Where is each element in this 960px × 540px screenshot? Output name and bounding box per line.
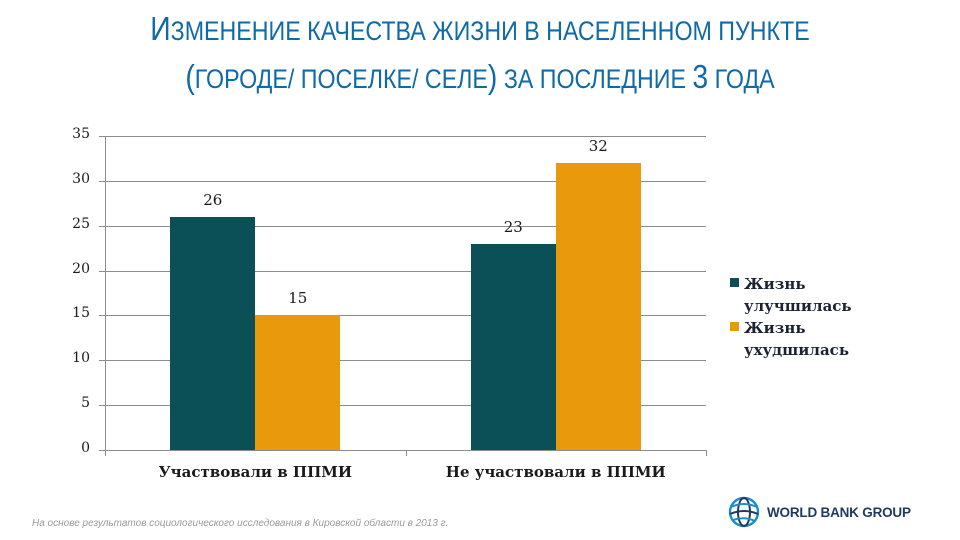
- y-tick-label: 30: [72, 170, 90, 187]
- y-tick-mark: [99, 315, 105, 317]
- data-label: 32: [588, 136, 608, 155]
- y-tick-label: 0: [81, 440, 90, 456]
- x-tick-mark: [405, 450, 407, 456]
- gridline: [105, 180, 706, 182]
- x-category-label: Участвовали в ППМИ: [158, 463, 353, 481]
- chart-title: ИЗМЕНЕНИЕ КАЧЕСТВА ЖИЗНИ В НАСЕЛЕННОМ ПУ…: [67, 6, 893, 102]
- gridline: [105, 270, 706, 272]
- gridline: [105, 360, 706, 362]
- y-tick-label: 25: [72, 215, 90, 232]
- title-line-2: (ГОРОДЕ/ ПОСЕЛКЕ/ СЕЛЕ) ЗА ПОСЛЕДНИЕ 3 Г…: [185, 58, 775, 95]
- y-tick-mark: [99, 450, 105, 451]
- title-line-1: ИЗМЕНЕНИЕ КАЧЕСТВА ЖИЗНИ В НАСЕЛЕННОМ ПУ…: [150, 10, 810, 47]
- gridline: [105, 225, 706, 227]
- x-tick-mark: [105, 450, 106, 456]
- legend-item-worsened: Жизнь ухудшилась: [730, 317, 884, 361]
- y-tick-label: 15: [72, 305, 90, 322]
- y-tick-label: 10: [72, 350, 90, 367]
- bar-improved: [170, 216, 256, 450]
- y-tick-mark: [99, 360, 105, 362]
- x-category-label: Не участвовали в ППМИ: [445, 463, 666, 481]
- data-label: 23: [503, 217, 523, 236]
- source-footnote: На основе результатов социологического и…: [32, 518, 449, 529]
- globe-icon: [728, 496, 760, 528]
- data-label: 15: [288, 289, 308, 308]
- chart-legend: Жизнь улучшилась Жизнь ухудшилась: [730, 273, 884, 361]
- y-tick-mark: [99, 136, 105, 137]
- world-bank-logo: WORLD BANK GROUP: [727, 495, 911, 529]
- bar-worsened: [555, 162, 641, 450]
- y-tick-label: 35: [72, 126, 90, 142]
- y-tick-mark: [99, 225, 105, 227]
- y-tick-mark: [99, 270, 105, 272]
- gridline: [105, 315, 706, 317]
- x-tick-mark: [706, 450, 707, 456]
- legend-swatch-improved: [730, 278, 739, 287]
- gridline: [105, 136, 706, 137]
- gridline: [105, 405, 706, 407]
- y-tick-mark: [99, 405, 105, 407]
- y-axis: [105, 136, 106, 450]
- y-tick-label: 5: [81, 395, 90, 412]
- legend-item-improved: Жизнь улучшилась: [730, 273, 884, 317]
- bar-worsened: [255, 315, 341, 450]
- bar-improved: [470, 243, 556, 450]
- y-tick-mark: [99, 180, 105, 182]
- legend-swatch-worsened: [730, 322, 739, 331]
- data-label: 26: [203, 190, 223, 209]
- y-tick-label: 20: [72, 260, 90, 277]
